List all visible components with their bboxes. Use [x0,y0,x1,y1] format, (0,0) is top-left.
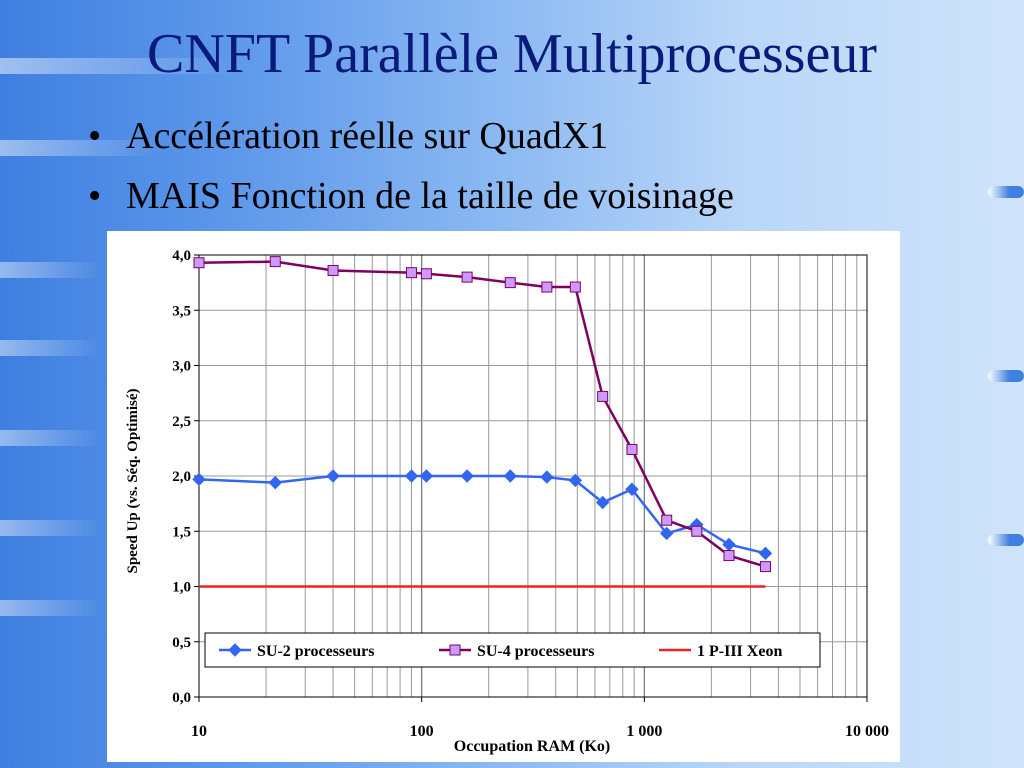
data-point [503,469,517,483]
data-point [192,472,206,487]
data-point [460,469,474,483]
data-point [568,473,583,488]
background-streak [0,262,100,278]
y-tick-label: 4,0 [172,248,191,264]
x-tick-label: 100 [410,723,434,740]
background-streak [0,520,100,536]
data-point [659,526,674,541]
data-point [420,268,432,280]
chart-panel: 0,0 0,5 1,0 1,5 2,0 2,5 3,0 3,5 4,0 10 100 1 000 10 … [107,231,900,762]
data-point [461,271,473,283]
x-tick-label: 10 [191,723,207,740]
y-tick-label: 3,0 [172,359,191,375]
legend-label: SU-4 processeurs [477,643,594,660]
data-point [758,546,773,561]
series-layer [192,256,773,588]
data-point [228,643,242,657]
data-point [193,257,205,269]
data-point [569,281,581,293]
legend-box [204,632,821,668]
data-point [269,256,281,268]
data-point [268,475,282,490]
series-su-4-processeurs [193,256,771,573]
bullet-item: Accélération réelle sur QuadX1 [88,106,734,166]
data-point [691,525,703,537]
decor-mark [988,534,1024,546]
series-line [198,474,766,555]
decor-mark [988,370,1024,382]
data-point [405,267,417,279]
slide-title: CNFT Parallèle Multiprocesseur [147,23,877,85]
y-tick-label: 0,0 [172,690,191,706]
series-line [198,260,766,568]
y-tick-label: 3,5 [172,303,191,319]
legend-label: 1 P-III Xeon [697,643,782,660]
series-su-2-processeurs [192,469,773,561]
data-point [404,469,419,483]
legend-layer: SU-2 processeurs SU-4 processeurs 1 P-III … [204,632,821,668]
x-tick-label: 10 000 [845,723,889,740]
data-point [626,443,638,455]
x-axis-label: Occupation RAM (Ko) [454,738,610,755]
y-tick-label: 2,0 [172,469,191,485]
y-tick-label: 0,5 [172,635,191,651]
background-streak [0,58,240,74]
bullet-list: Accélération réelle sur QuadX1 MAIS Fonc… [88,106,734,226]
y-tick-label: 2,5 [172,414,191,430]
axis-layer: 0,0 0,5 1,0 1,5 2,0 2,5 3,0 3,5 4,0 10 100 1 000 10 … [172,248,889,740]
bullet-item: MAIS Fonction de la taille de voisinage [88,166,734,226]
background-streak [0,340,100,356]
data-point [419,469,434,483]
data-point [504,277,516,289]
y-axis-label: Speed Up (vs. Séq. Optimisé) [125,388,141,573]
data-point [541,281,553,293]
data-point [723,550,735,562]
data-point [597,390,609,402]
data-point [625,482,639,496]
y-tick-label: 1,0 [172,580,191,596]
data-point [722,537,736,552]
data-point [449,644,461,656]
data-point [326,469,340,483]
background-streak [0,600,100,616]
x-tick-label: 1 000 [626,723,662,740]
data-point [759,561,771,573]
data-point [595,495,610,510]
data-point [540,470,554,484]
legend-label: SU-2 processeurs [257,643,374,660]
speedup-chart: 0,0 0,5 1,0 1,5 2,0 2,5 3,0 3,5 4,0 10 100 1 000 10 … [125,248,889,755]
y-tick-label: 1,5 [172,524,191,540]
background-streak [0,430,100,446]
data-point [661,514,673,526]
decor-mark [988,186,1024,198]
data-point [327,264,339,276]
